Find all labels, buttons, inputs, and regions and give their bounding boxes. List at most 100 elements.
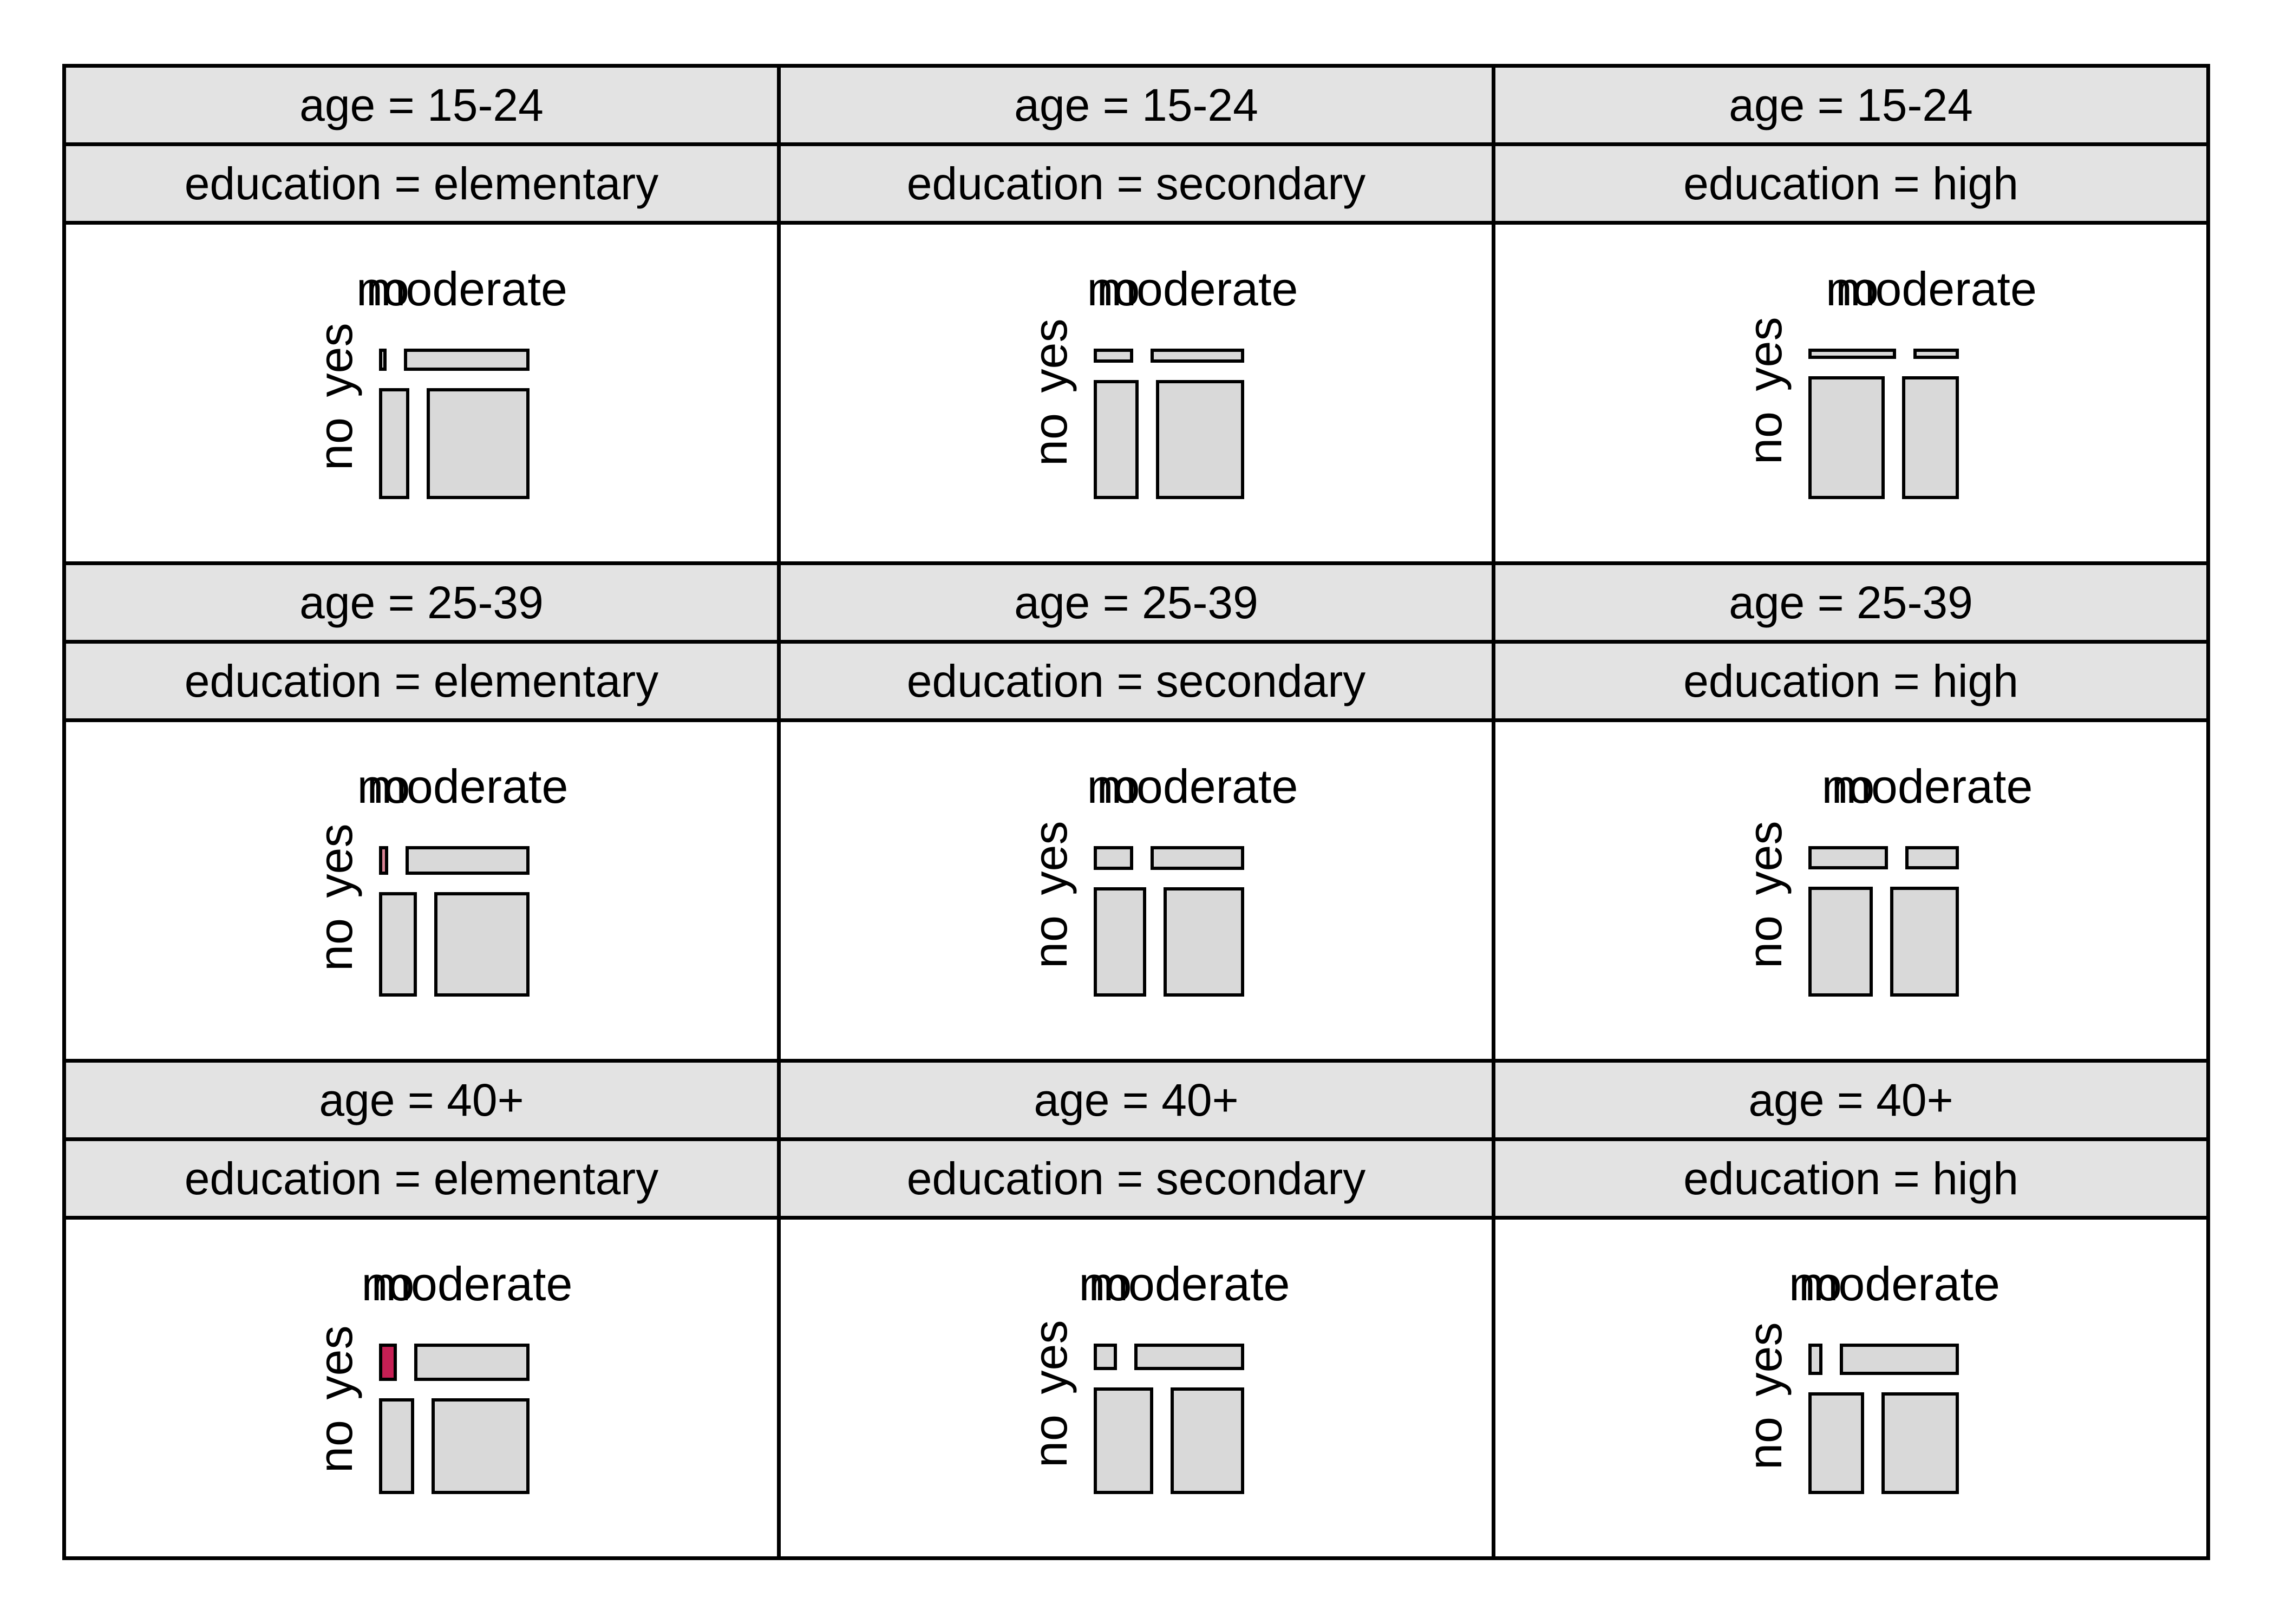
mosaic-panel: no moderate yes no bbox=[1495, 722, 2206, 1059]
age-facet-strip: age = 15-24 bbox=[781, 68, 1492, 142]
mosaic-cell-yes-moderate bbox=[1151, 349, 1244, 363]
mosaic-cell-no-no bbox=[1808, 887, 1873, 997]
mosaic-cell-yes-moderate bbox=[406, 846, 530, 875]
x-axis-label-no: no bbox=[1087, 262, 1140, 316]
education-facet-strip: education = elementary bbox=[66, 1141, 777, 1216]
age-facet-strip: age = 15-24 bbox=[1495, 68, 2206, 142]
mosaic-cell-no-moderate bbox=[1890, 887, 1959, 997]
education-facet-strip: education = elementary bbox=[66, 146, 777, 221]
mosaic-cell-no-no bbox=[379, 892, 417, 997]
x-axis-label-no: no bbox=[361, 1257, 415, 1311]
mosaic-cell-no-moderate bbox=[1902, 376, 1959, 499]
mosaic-panel: no moderate yes no bbox=[66, 722, 777, 1059]
mosaic-cell-no-no bbox=[1094, 1387, 1153, 1494]
mosaic-cell-yes-no bbox=[379, 349, 387, 371]
age-facet-strip: age = 25-39 bbox=[781, 565, 1492, 640]
x-axis-label-moderate: moderate bbox=[1799, 1257, 2000, 1311]
x-axis-label-moderate: moderate bbox=[371, 1257, 573, 1311]
mosaic-cell-yes-moderate bbox=[1840, 1344, 1959, 1375]
age-facet-strip: age = 40+ bbox=[1495, 1063, 2206, 1137]
mosaic-cell-no-moderate bbox=[1171, 1387, 1244, 1494]
age-facet-strip: age = 25-39 bbox=[1495, 565, 2206, 640]
mosaic-cell-yes-no bbox=[1808, 846, 1888, 869]
mosaic-plot: no moderate yes no bbox=[309, 1257, 572, 1494]
mosaic-cell-yes-moderate bbox=[404, 349, 530, 371]
trellis-plot: age = 15-24 age = 15-24 age = 15-24 educati… bbox=[62, 64, 2210, 1560]
y-axis-label-yes: yes bbox=[1738, 317, 1792, 391]
education-facet-strip: education = secondary bbox=[781, 146, 1492, 221]
education-facet-strip: education = elementary bbox=[66, 644, 777, 718]
x-axis-label-no: no bbox=[1826, 262, 1879, 316]
education-facet-strip: education = high bbox=[1495, 644, 2206, 718]
mosaic-cell-no-no bbox=[1808, 1392, 1864, 1494]
mosaic-plot: no moderate yes no bbox=[1738, 759, 2033, 997]
y-axis-label-no: no bbox=[1023, 1414, 1077, 1468]
x-axis-label-moderate: moderate bbox=[1096, 759, 1298, 813]
mosaic-cell-no-no bbox=[379, 388, 409, 499]
y-axis-label-no: no bbox=[1738, 1417, 1792, 1470]
x-axis-label-moderate: moderate bbox=[1088, 1257, 1290, 1311]
y-axis-label-yes: yes bbox=[1738, 821, 1792, 895]
y-axis-label-yes: yes bbox=[309, 823, 362, 898]
mosaic-cell-yes-no bbox=[1094, 846, 1133, 870]
age-facet-strip: age = 40+ bbox=[66, 1063, 777, 1137]
age-facet-strip: age = 25-39 bbox=[66, 565, 777, 640]
mosaic-cell-no-moderate bbox=[1881, 1392, 1959, 1494]
x-axis-label-no: no bbox=[1821, 759, 1875, 813]
x-axis-label-moderate: moderate bbox=[366, 262, 567, 316]
mosaic-panel: no moderate yes no bbox=[1495, 225, 2206, 561]
y-axis-label-yes: yes bbox=[309, 323, 362, 397]
y-axis-label-no: no bbox=[309, 1419, 362, 1473]
education-facet-strip: education = secondary bbox=[781, 644, 1492, 718]
mosaic-cell-yes-moderate bbox=[1134, 1344, 1244, 1370]
mosaic-panel: no moderate yes no bbox=[781, 722, 1492, 1059]
mosaic-plot: no moderate yes no bbox=[1023, 1257, 1290, 1494]
education-facet-strip: education = secondary bbox=[781, 1141, 1492, 1216]
education-facet-strip: education = high bbox=[1495, 146, 2206, 221]
mosaic-panel: no moderate yes no bbox=[781, 225, 1492, 561]
mosaic-cell-yes-no bbox=[1094, 349, 1133, 363]
age-facet-strip: age = 15-24 bbox=[66, 68, 777, 142]
mosaic-cell-no-moderate bbox=[1164, 887, 1244, 997]
mosaic-cell-no-moderate bbox=[434, 892, 530, 997]
y-axis-label-no: no bbox=[309, 918, 362, 971]
y-axis-label-yes: yes bbox=[1023, 318, 1077, 393]
y-axis-label-yes: yes bbox=[309, 1325, 362, 1399]
mosaic-cell-yes-moderate bbox=[1905, 846, 1959, 869]
mosaic-plot: no moderate yes no bbox=[1023, 759, 1298, 997]
mosaic-panel: no moderate yes no bbox=[66, 1220, 777, 1556]
y-axis-label-no: no bbox=[309, 417, 362, 470]
mosaic-cell-yes-no bbox=[379, 1344, 397, 1381]
mosaic-cell-yes-no bbox=[1808, 1344, 1822, 1375]
x-axis-label-moderate: moderate bbox=[1835, 262, 2037, 316]
mosaic-panel: no moderate yes no bbox=[66, 225, 777, 561]
mosaic-cell-no-no bbox=[1808, 376, 1885, 499]
mosaic-cell-no-no bbox=[1094, 380, 1139, 499]
mosaic-cell-yes-moderate bbox=[1151, 846, 1244, 870]
mosaic-cell-no-moderate bbox=[427, 388, 530, 499]
mosaic-panel: no moderate yes no bbox=[1495, 1220, 2206, 1556]
mosaic-cell-no-moderate bbox=[1156, 380, 1244, 499]
mosaic-cell-yes-no bbox=[1808, 349, 1896, 359]
education-facet-strip: education = high bbox=[1495, 1141, 2206, 1216]
mosaic-cell-yes-no bbox=[1094, 1344, 1117, 1370]
x-axis-label-no: no bbox=[356, 262, 409, 316]
mosaic-plot: no moderate yes no bbox=[309, 262, 567, 499]
mosaic-cell-yes-moderate bbox=[414, 1344, 530, 1381]
mosaic-plot: no moderate yes no bbox=[1023, 262, 1298, 499]
x-axis-label-no: no bbox=[1789, 1257, 1842, 1311]
mosaic-cell-no-no bbox=[1094, 887, 1146, 997]
y-axis-label-yes: yes bbox=[1023, 1320, 1077, 1394]
mosaic-panel: no moderate yes no bbox=[781, 1220, 1492, 1556]
y-axis-label-yes: yes bbox=[1738, 1322, 1792, 1397]
y-axis-label-no: no bbox=[1738, 915, 1792, 968]
mosaic-cell-yes-moderate bbox=[1913, 349, 1959, 359]
x-axis-label-moderate: moderate bbox=[367, 759, 568, 813]
y-axis-label-yes: yes bbox=[1023, 821, 1077, 895]
y-axis-label-no: no bbox=[1738, 411, 1792, 464]
y-axis-label-no: no bbox=[1023, 915, 1077, 968]
mosaic-cell-no-moderate bbox=[432, 1398, 530, 1494]
x-axis-label-no: no bbox=[1079, 1257, 1132, 1311]
mosaic-plot: no moderate yes no bbox=[1738, 262, 2037, 499]
mosaic-plot: no moderate yes no bbox=[309, 759, 568, 997]
